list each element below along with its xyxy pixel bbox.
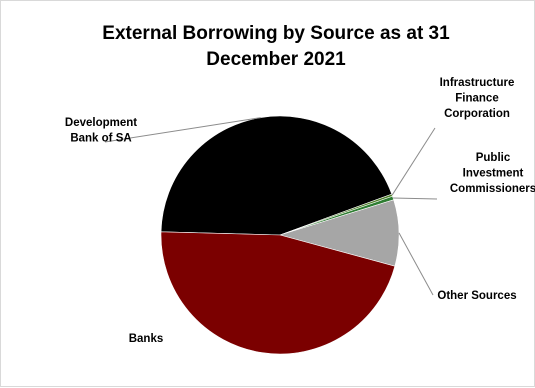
slice-label-line: Bank of SA bbox=[70, 133, 131, 145]
leader-line-infrastructure-finance-corporation bbox=[391, 127, 436, 196]
slice-label-line: Investment bbox=[463, 168, 524, 180]
slice-label-public-investment-commissioners: Public Investment Commissioners bbox=[450, 152, 535, 195]
slice-label-line: Commissioners bbox=[450, 183, 535, 195]
chart-title-line-2: December 2021 bbox=[206, 49, 346, 70]
pie-slice-development-bank-of-sa bbox=[160, 115, 393, 236]
slice-label-infrastructure-finance-corporation: Infrastructure Finance Corporation bbox=[440, 77, 515, 120]
slice-label-development-bank-of-sa: Development Bank of SA bbox=[65, 117, 137, 145]
chart-title-line-1: External Borrowing by Source as at 31 bbox=[102, 23, 450, 44]
leader-line-public-investment-commissioners bbox=[393, 197, 438, 200]
slice-label-line: Finance bbox=[455, 93, 498, 105]
leader-line-other-sources bbox=[398, 232, 434, 296]
slice-label-banks: Banks bbox=[129, 333, 164, 345]
slice-label-line: Corporation bbox=[444, 108, 510, 120]
leader-line-development-bank-of-sa bbox=[104, 117, 261, 143]
pie-slice-banks bbox=[160, 231, 396, 355]
slice-label-line: Development bbox=[65, 117, 137, 129]
pie-slices bbox=[160, 115, 400, 355]
slice-label-other-sources: Other Sources bbox=[437, 290, 516, 302]
chart-title: External Borrowing by Source as at 31 De… bbox=[41, 21, 511, 73]
slice-label-line: Banks bbox=[129, 333, 164, 345]
slice-label-line: Infrastructure bbox=[440, 77, 515, 89]
slice-label-line: Public bbox=[476, 152, 511, 164]
slice-labels: Development Bank of SA Infrastructure Finan… bbox=[65, 77, 535, 345]
slice-label-line: Other Sources bbox=[437, 290, 516, 302]
leader-lines bbox=[104, 117, 438, 296]
